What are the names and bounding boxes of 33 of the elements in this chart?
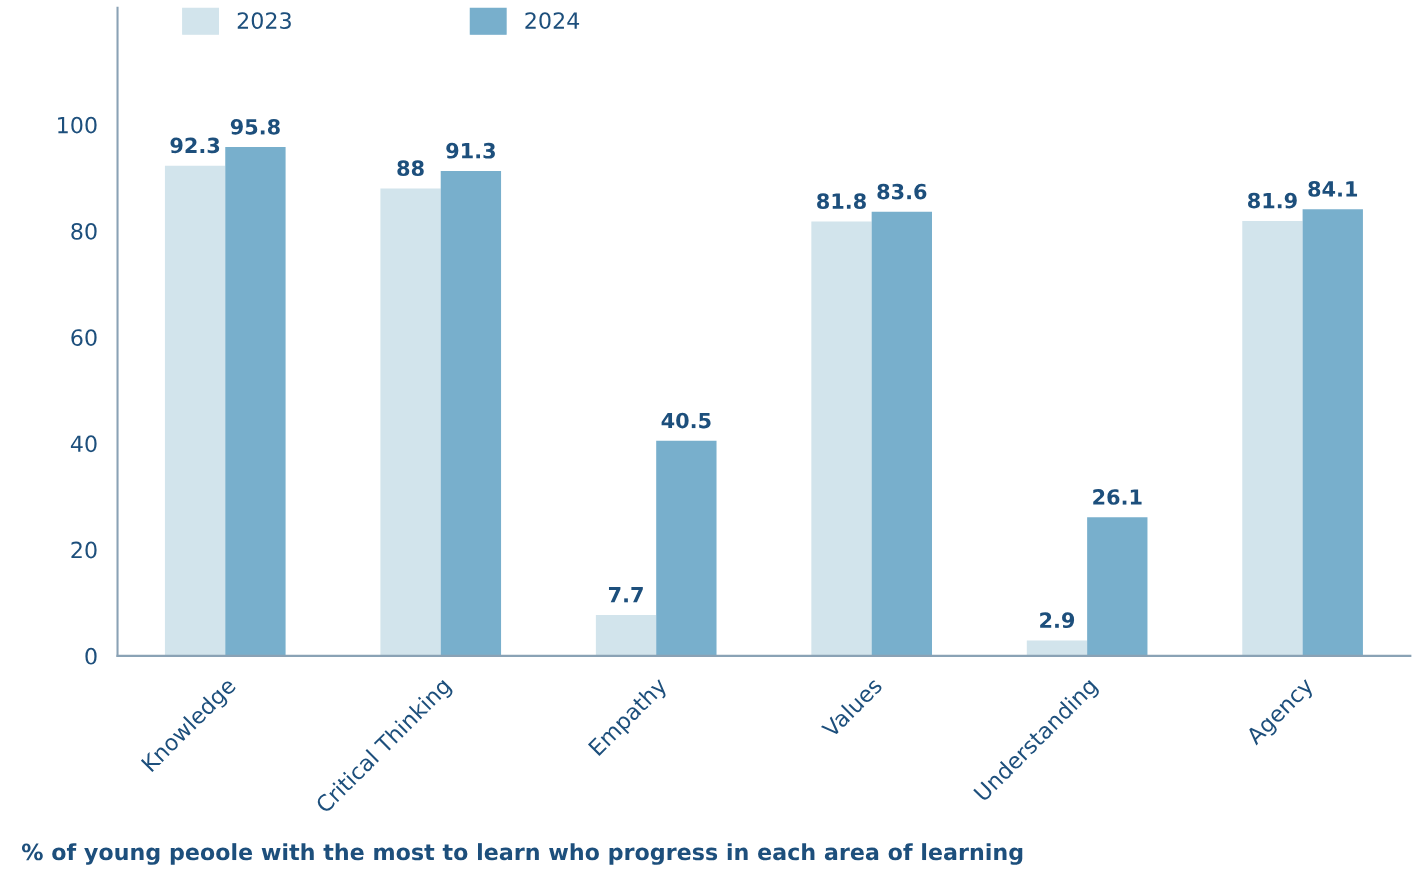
bar [1087,517,1148,656]
legend-label: 2023 [237,12,291,29]
y-tick-label: 20 [71,541,97,559]
data-label: 83.6 [877,183,927,200]
bar [440,170,502,656]
text: % of young peoole with the most to learn who progress in each area of learning [21,843,1023,865]
data-label: 40.5 [661,412,711,429]
bar [225,147,286,656]
bar [595,614,657,656]
data-label: 26.1 [1093,489,1142,505]
data-label: 81.8 [817,193,866,210]
data-label: 92.3 [170,137,220,154]
bar [1242,220,1303,656]
data-label: 7.7 [608,587,643,603]
data-label: 81.9 [1248,192,1297,209]
bar [380,188,441,656]
bar [1302,209,1363,656]
legend-label: 2024 [525,12,580,29]
y-tick-label: 100 [58,116,97,134]
y-tick-label: 80 [71,222,97,240]
data-label: 95.8 [230,118,280,135]
y-tick-label: 60 [71,329,97,346]
data-label: 2.9 [1040,612,1075,629]
bar [1026,640,1088,656]
data-label: 88 [397,160,424,177]
data-label: 84.1 [1308,181,1358,197]
y-tick-label: 40 [70,435,97,453]
bar [656,440,717,656]
y-tick-label: 0 [85,647,97,665]
bar [164,165,226,656]
data-label: 91.3 [446,142,495,159]
bar [871,211,932,656]
bar [811,221,872,656]
